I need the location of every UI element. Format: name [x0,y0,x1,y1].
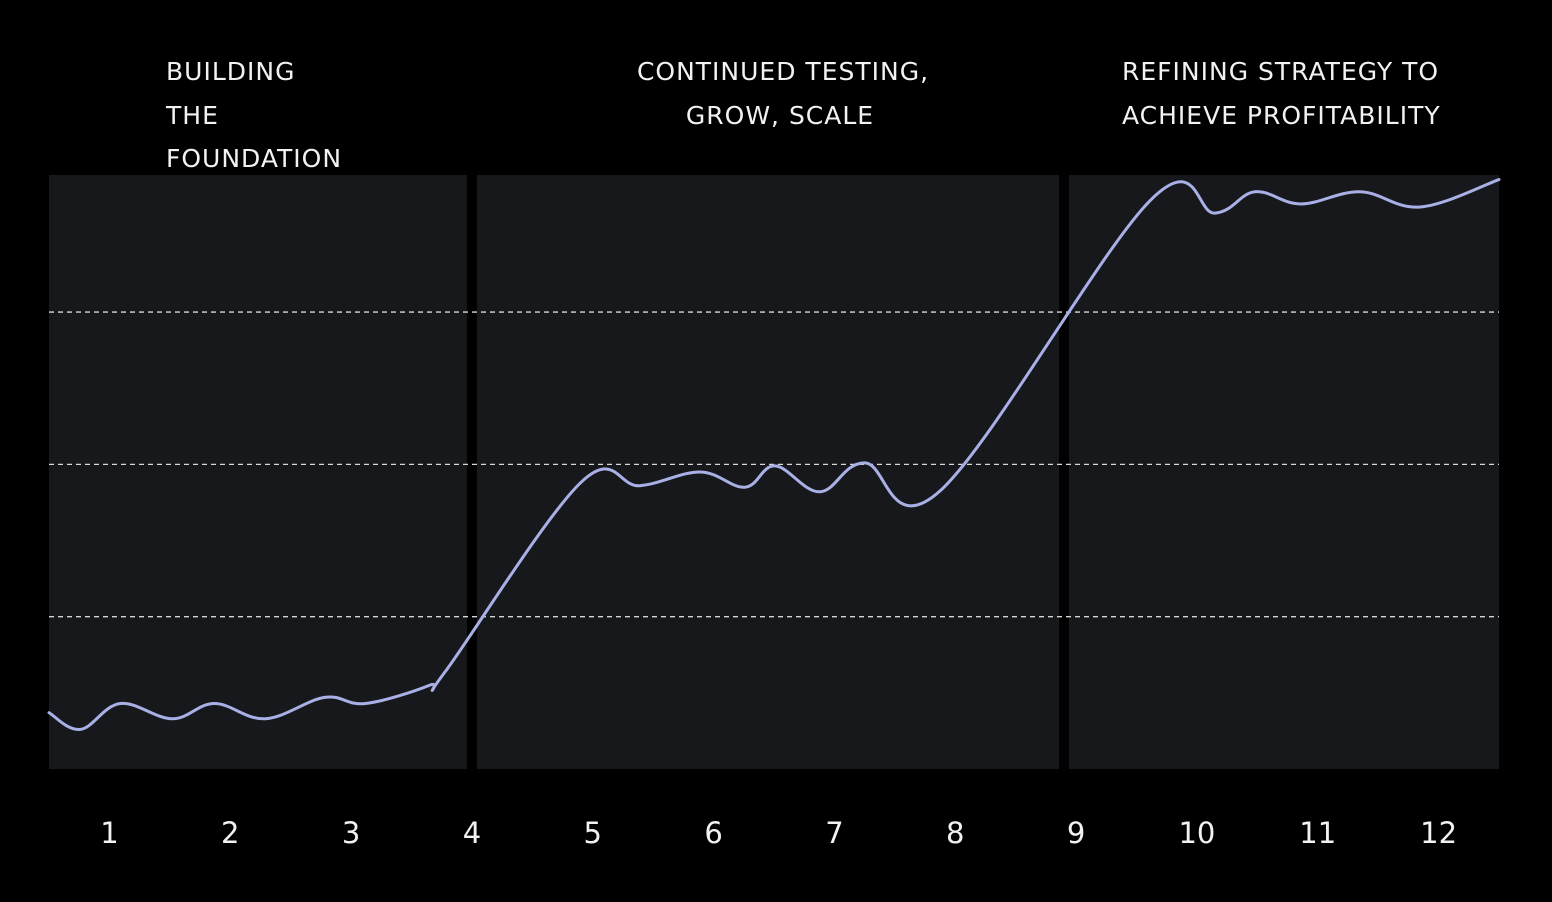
x-tick-label: 4 [463,816,481,850]
phase-labels: BUILDING THE FOUNDATION CONTINUED TESTIN… [165,57,1441,173]
phase-label: CONTINUED TESTING, [637,57,929,86]
x-tick-label: 6 [704,816,722,850]
x-tick-label: 2 [221,816,239,850]
phase-label: THE [165,101,219,130]
data-line [47,178,1501,731]
phase-label: GROW, SCALE [686,101,874,130]
x-tick-label: 11 [1299,816,1336,850]
phase-panel [476,175,1060,769]
x-tick-label: 7 [825,816,843,850]
x-tick-label: 1 [100,816,118,850]
x-tick-label: 12 [1420,816,1457,850]
x-tick-label: 9 [1067,816,1085,850]
phase-panel [1069,175,1499,769]
phase-label: BUILDING [166,57,295,86]
phase-label: ACHIEVE PROFITABILITY [1122,101,1441,130]
x-tick-label: 3 [342,816,360,850]
x-tick-label: 10 [1178,816,1215,850]
phase-panel [49,175,467,769]
x-tick-label: 5 [584,816,602,850]
x-tick-label: 8 [946,816,964,850]
phase-label: FOUNDATION [166,144,342,173]
phase-label: REFINING STRATEGY TO [1122,57,1439,86]
